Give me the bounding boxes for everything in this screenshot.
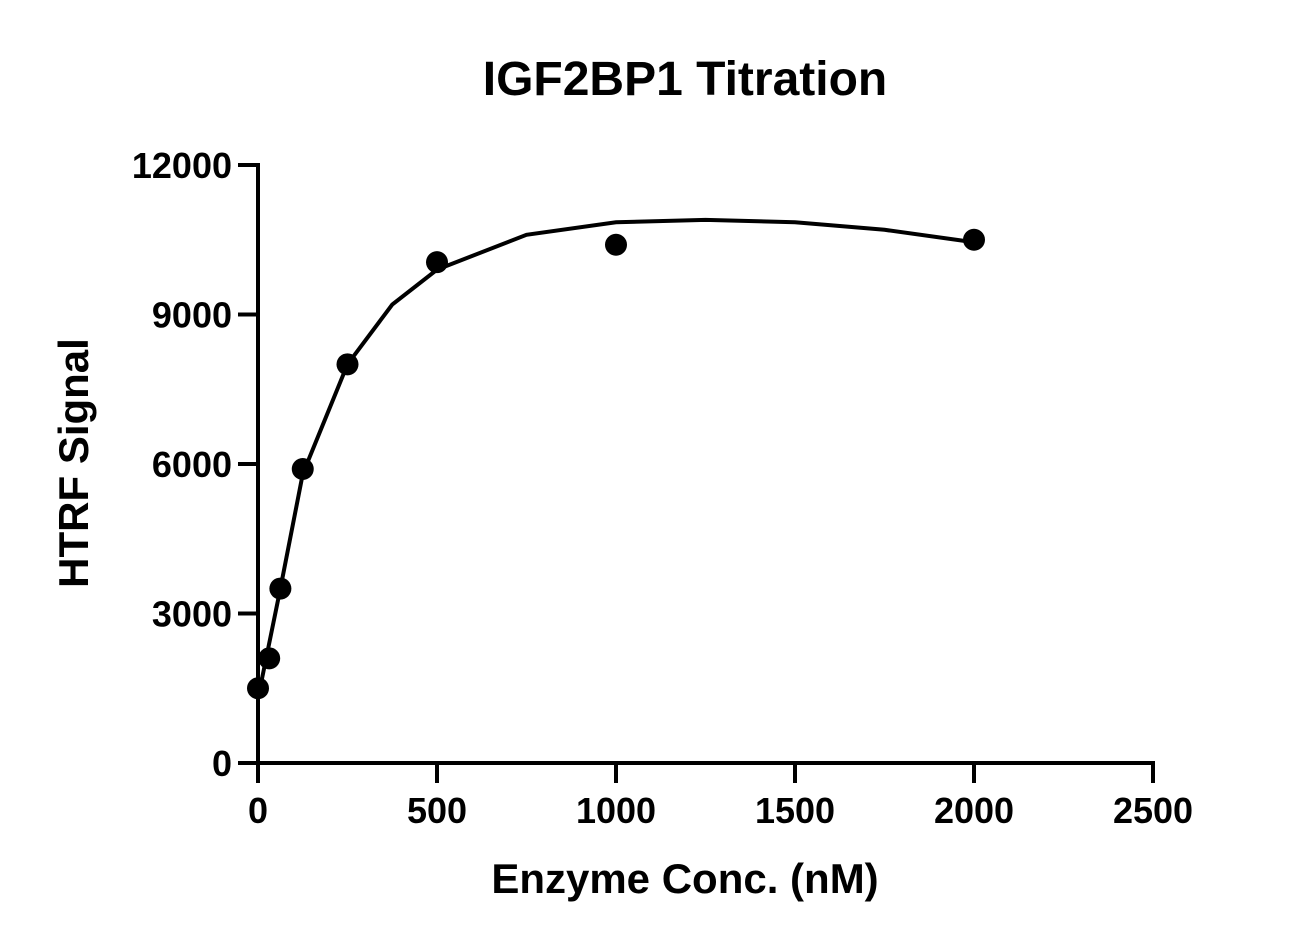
y-tick-label: 9000	[152, 295, 232, 336]
x-tick-label: 1500	[755, 790, 835, 831]
x-axis-title: Enzyme Conc. (nM)	[491, 855, 878, 902]
y-axis-title: HTRF Signal	[50, 338, 97, 588]
x-tick-label: 2500	[1113, 790, 1193, 831]
chart-title: IGF2BP1 Titration	[483, 53, 888, 106]
y-tick-label: 0	[212, 743, 232, 784]
y-tick-label: 12000	[132, 145, 232, 186]
x-tick-label: 1000	[576, 790, 656, 831]
y-tick-label: 3000	[152, 594, 232, 635]
fit-curve	[256, 217, 975, 699]
data-point	[605, 233, 627, 256]
x-tick-label: 500	[407, 790, 467, 831]
x-tick-label: 2000	[934, 790, 1014, 831]
x-tick-label: 0	[248, 790, 268, 831]
data-point	[963, 228, 985, 251]
y-tick-label: 6000	[152, 444, 232, 485]
